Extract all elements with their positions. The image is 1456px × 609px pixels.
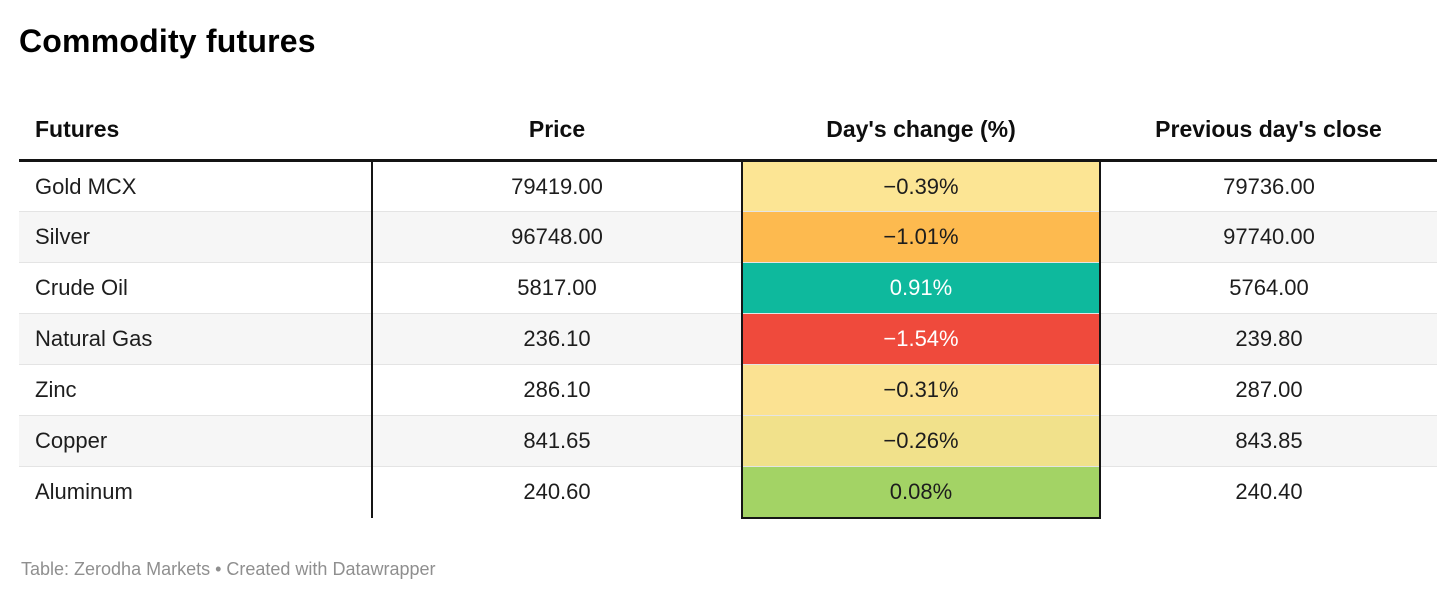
table-row: Crude Oil 5817.00 0.91% 5764.00 <box>19 262 1437 314</box>
page-title: Commodity futures <box>19 23 316 59</box>
futures-cell: Natural Gas <box>19 313 373 365</box>
price-cell: 841.65 <box>372 415 742 467</box>
table-row: Zinc 286.10 −0.31% 287.00 <box>19 364 1437 416</box>
column-header-change: Day's change (%) <box>742 116 1100 162</box>
futures-cell: Gold MCX <box>19 160 373 212</box>
table-row: Gold MCX 79419.00 −0.39% 79736.00 <box>19 160 1437 212</box>
source-attribution: Table: Zerodha Markets • Created with Da… <box>21 558 436 579</box>
table-header-row: Futures Price Day's change (%) Previous … <box>19 116 1437 162</box>
futures-cell: Aluminum <box>19 466 373 518</box>
change-cell: 0.08% <box>741 466 1101 519</box>
price-cell: 79419.00 <box>511 173 603 199</box>
commodity-futures-table: Futures Price Day's change (%) Previous … <box>19 116 1437 519</box>
change-cell: 0.91% <box>741 262 1101 314</box>
prev-close-cell: 97740.00 <box>1100 211 1437 263</box>
price-cell: 96748.00 <box>372 211 742 263</box>
change-cell: −0.26% <box>741 415 1101 467</box>
table-row: Natural Gas 236.10 −1.54% 239.80 <box>19 313 1437 365</box>
futures-cell: Silver <box>19 211 373 263</box>
column-header-price: Price <box>372 116 742 162</box>
price-cell: 5817.00 <box>372 262 742 314</box>
price-cell: 286.10 <box>372 364 742 416</box>
change-cell: −1.01% <box>741 211 1101 263</box>
futures-cell: Zinc <box>19 364 373 416</box>
prev-close-cell: 240.40 <box>1100 466 1437 518</box>
price-cell: 240.60 <box>372 466 742 518</box>
futures-cell: Copper <box>19 415 373 467</box>
chart-container: Commodity futures Futures Price Day's ch… <box>19 23 1437 579</box>
table-row: Aluminum 240.60 0.08% 240.40 <box>19 466 1437 519</box>
price-cell: 236.10 <box>372 313 742 365</box>
table-body: Gold MCX 79419.00 −0.39% 79736.00 Silver 9674… <box>19 160 1437 519</box>
prev-close-cell: 79736.00 <box>1223 173 1315 199</box>
prev-close-cell: 287.00 <box>1100 364 1437 416</box>
change-cell: −0.39% <box>741 160 1101 212</box>
table-header: Futures Price Day's change (%) Previous … <box>19 116 1437 162</box>
column-header-prev-close: Previous day's close <box>1100 116 1437 162</box>
table-row: Silver 96748.00 −1.01% 97740.00 <box>19 211 1437 263</box>
column-header-futures: Futures <box>19 116 372 162</box>
prev-close-cell: 843.85 <box>1100 415 1437 467</box>
change-cell: −0.31% <box>741 364 1101 416</box>
prev-close-cell: 239.80 <box>1100 313 1437 365</box>
change-cell: −1.54% <box>741 313 1101 365</box>
futures-cell: Crude Oil <box>19 262 373 314</box>
table-row: Copper 841.65 −0.26% 843.85 <box>19 415 1437 467</box>
prev-close-cell: 5764.00 <box>1100 262 1437 314</box>
